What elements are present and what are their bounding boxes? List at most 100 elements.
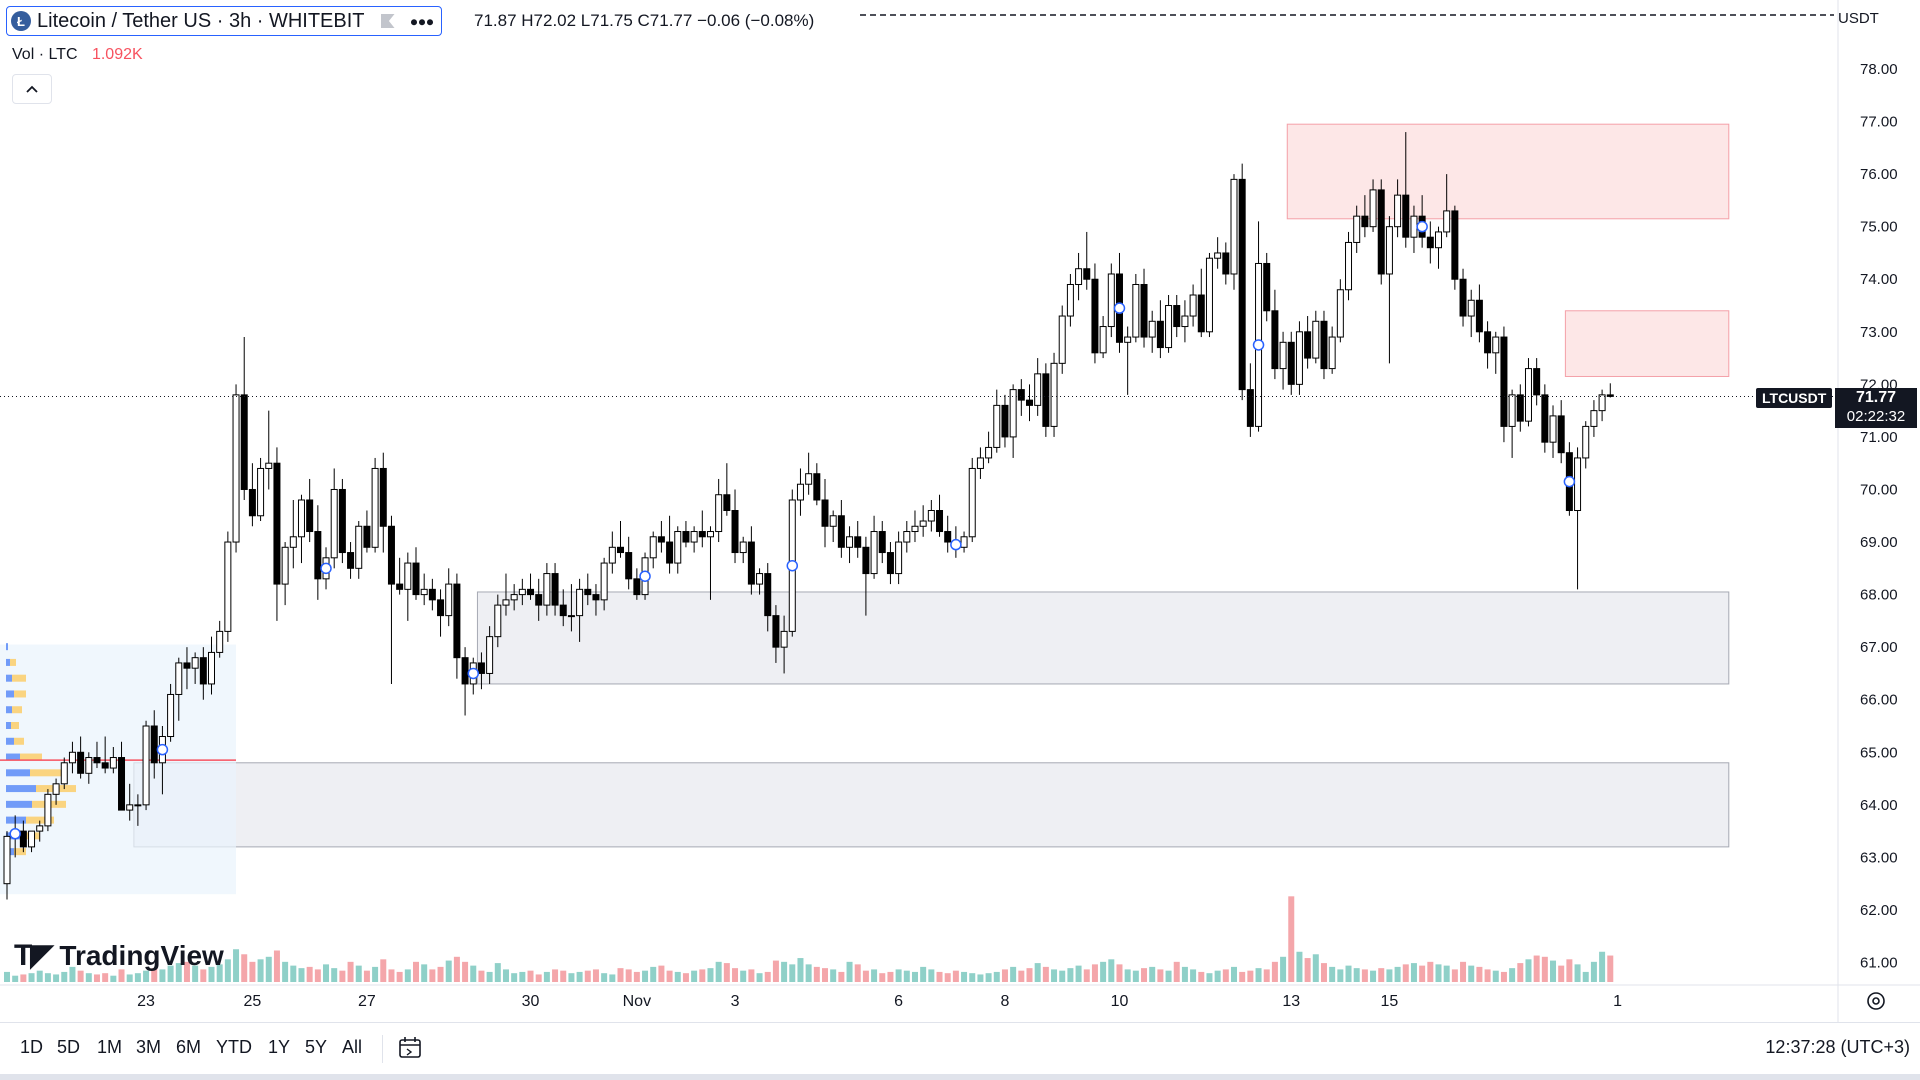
candle-body-up <box>216 630 224 653</box>
candle-body-up <box>1549 415 1557 443</box>
price-scale[interactable]: 78.0077.0076.0075.0074.0073.0072.0071.00… <box>1860 61 1898 972</box>
volume-bar <box>347 961 354 982</box>
candle-body-up <box>706 531 714 538</box>
range-1m-button[interactable]: 1M <box>97 1037 123 1057</box>
symbol-title[interactable]: Litecoin / Tether US · 3h · WHITEBIT <box>37 9 365 32</box>
candle-body-up <box>1435 231 1442 249</box>
candle-body-up <box>1582 425 1590 459</box>
event-marker[interactable] <box>786 559 799 572</box>
ohlc-values: 71.87 H72.02 L71.75 C71.77 −0.06 (−0.08%… <box>474 11 815 31</box>
candle-body-up <box>281 546 289 585</box>
profile-bar-blue <box>6 674 12 682</box>
volume-bar <box>241 954 248 982</box>
currency-selector[interactable]: USDT <box>1838 10 1879 27</box>
profile-bar-blue <box>6 690 14 698</box>
candle-body-down <box>837 515 845 548</box>
volume-bar <box>609 974 616 982</box>
event-marker[interactable] <box>9 827 21 840</box>
candle <box>208 636 215 695</box>
candle <box>1083 231 1091 290</box>
range-1d-button[interactable]: 1D <box>20 1037 44 1057</box>
candle <box>1435 226 1442 269</box>
candle <box>191 652 199 684</box>
candle-body-down <box>379 467 387 527</box>
more-options-icon[interactable]: ⦁⦁⦁ <box>410 12 435 29</box>
range-3m-button[interactable]: 3M <box>136 1037 162 1057</box>
candle-body-up <box>846 536 854 548</box>
candle <box>682 521 690 548</box>
candle-body-up <box>690 531 698 543</box>
last-price-label: 71.77 02:22:32 <box>1835 388 1917 428</box>
candle <box>960 531 968 553</box>
candle <box>412 547 420 600</box>
volume-bar <box>1124 969 1131 982</box>
volume-bar <box>1607 955 1614 982</box>
candle <box>1009 384 1017 458</box>
candle-body-up <box>1189 294 1197 317</box>
volume-bar <box>102 973 109 982</box>
event-marker[interactable] <box>1113 302 1126 314</box>
event-marker[interactable] <box>1563 475 1576 488</box>
candle <box>1557 400 1565 464</box>
collapse-legend-button[interactable] <box>12 74 52 104</box>
candle <box>764 563 772 632</box>
candle-body-down <box>150 725 158 764</box>
timezone-clock[interactable]: 12:37:28 (UTC+3) <box>1765 1037 1910 1057</box>
event-marker[interactable] <box>639 570 651 582</box>
candle <box>502 573 510 616</box>
volume-bar <box>1157 969 1164 982</box>
candle <box>1165 295 1173 353</box>
volume-bar <box>1361 969 1368 982</box>
range-1y-button[interactable]: 1Y <box>268 1037 291 1057</box>
event-marker[interactable] <box>1252 339 1265 351</box>
volume-bar <box>723 963 730 982</box>
volume-bar <box>568 973 575 982</box>
candle <box>1214 237 1222 269</box>
candle-body-down <box>19 830 27 848</box>
tradingview-logo[interactable]: T◤ TradingView <box>14 938 224 973</box>
candle-body-up <box>543 573 551 606</box>
candle-body-up <box>518 588 526 596</box>
last-price-value: 71.77 <box>1855 389 1897 406</box>
volume-bar <box>61 971 68 982</box>
chart-canvas[interactable]: 78.0077.0076.0075.0074.0073.0072.0071.00… <box>0 0 1920 1022</box>
candle <box>1524 358 1532 427</box>
settings-icon[interactable] <box>1867 992 1885 1010</box>
time-axis[interactable]: 23 25 27 30 Nov 3 6 8 10 13 15 1 <box>137 993 1622 1010</box>
calendar-goto-icon[interactable] <box>398 1035 422 1059</box>
candle <box>829 510 837 543</box>
candle <box>216 620 224 658</box>
symbol-legend[interactable]: Ł Litecoin / Tether US · 3h · WHITEBIT ⦁… <box>6 6 442 36</box>
event-marker[interactable] <box>950 538 962 551</box>
candle-body-down <box>1533 368 1541 396</box>
candle <box>1582 421 1590 469</box>
flag-icon[interactable] <box>380 14 395 28</box>
volume-bar <box>273 950 280 982</box>
profile-bar-blue <box>6 816 26 824</box>
event-marker[interactable] <box>467 667 480 680</box>
event-marker[interactable] <box>156 743 169 756</box>
range-6m-button[interactable]: 6M <box>176 1037 202 1057</box>
volume-bar <box>437 966 444 982</box>
volume-bar <box>1533 955 1540 982</box>
range-5y-button[interactable]: 5Y <box>305 1037 328 1057</box>
volume-bar <box>772 960 779 982</box>
profile-bar-blue <box>6 800 32 808</box>
candle-body-down <box>1606 394 1614 397</box>
candle-body-down <box>1361 215 1369 228</box>
candle <box>85 752 93 784</box>
volume-bar <box>944 973 951 982</box>
candle <box>379 452 387 553</box>
range-5d-button[interactable]: 5D <box>57 1037 81 1057</box>
candle <box>1336 279 1344 343</box>
candle-body-down <box>878 531 886 554</box>
volume-legend[interactable]: Vol · LTC 1.092K <box>12 46 143 64</box>
event-marker[interactable] <box>1416 220 1428 233</box>
candle <box>625 536 633 590</box>
range-all-button[interactable]: All <box>342 1037 363 1057</box>
time-tick-label: 23 <box>137 993 155 1010</box>
event-marker[interactable] <box>320 562 332 575</box>
candle-body-down <box>77 751 85 774</box>
candle <box>862 536 870 616</box>
range-ytd-button[interactable]: YTD <box>216 1037 252 1057</box>
